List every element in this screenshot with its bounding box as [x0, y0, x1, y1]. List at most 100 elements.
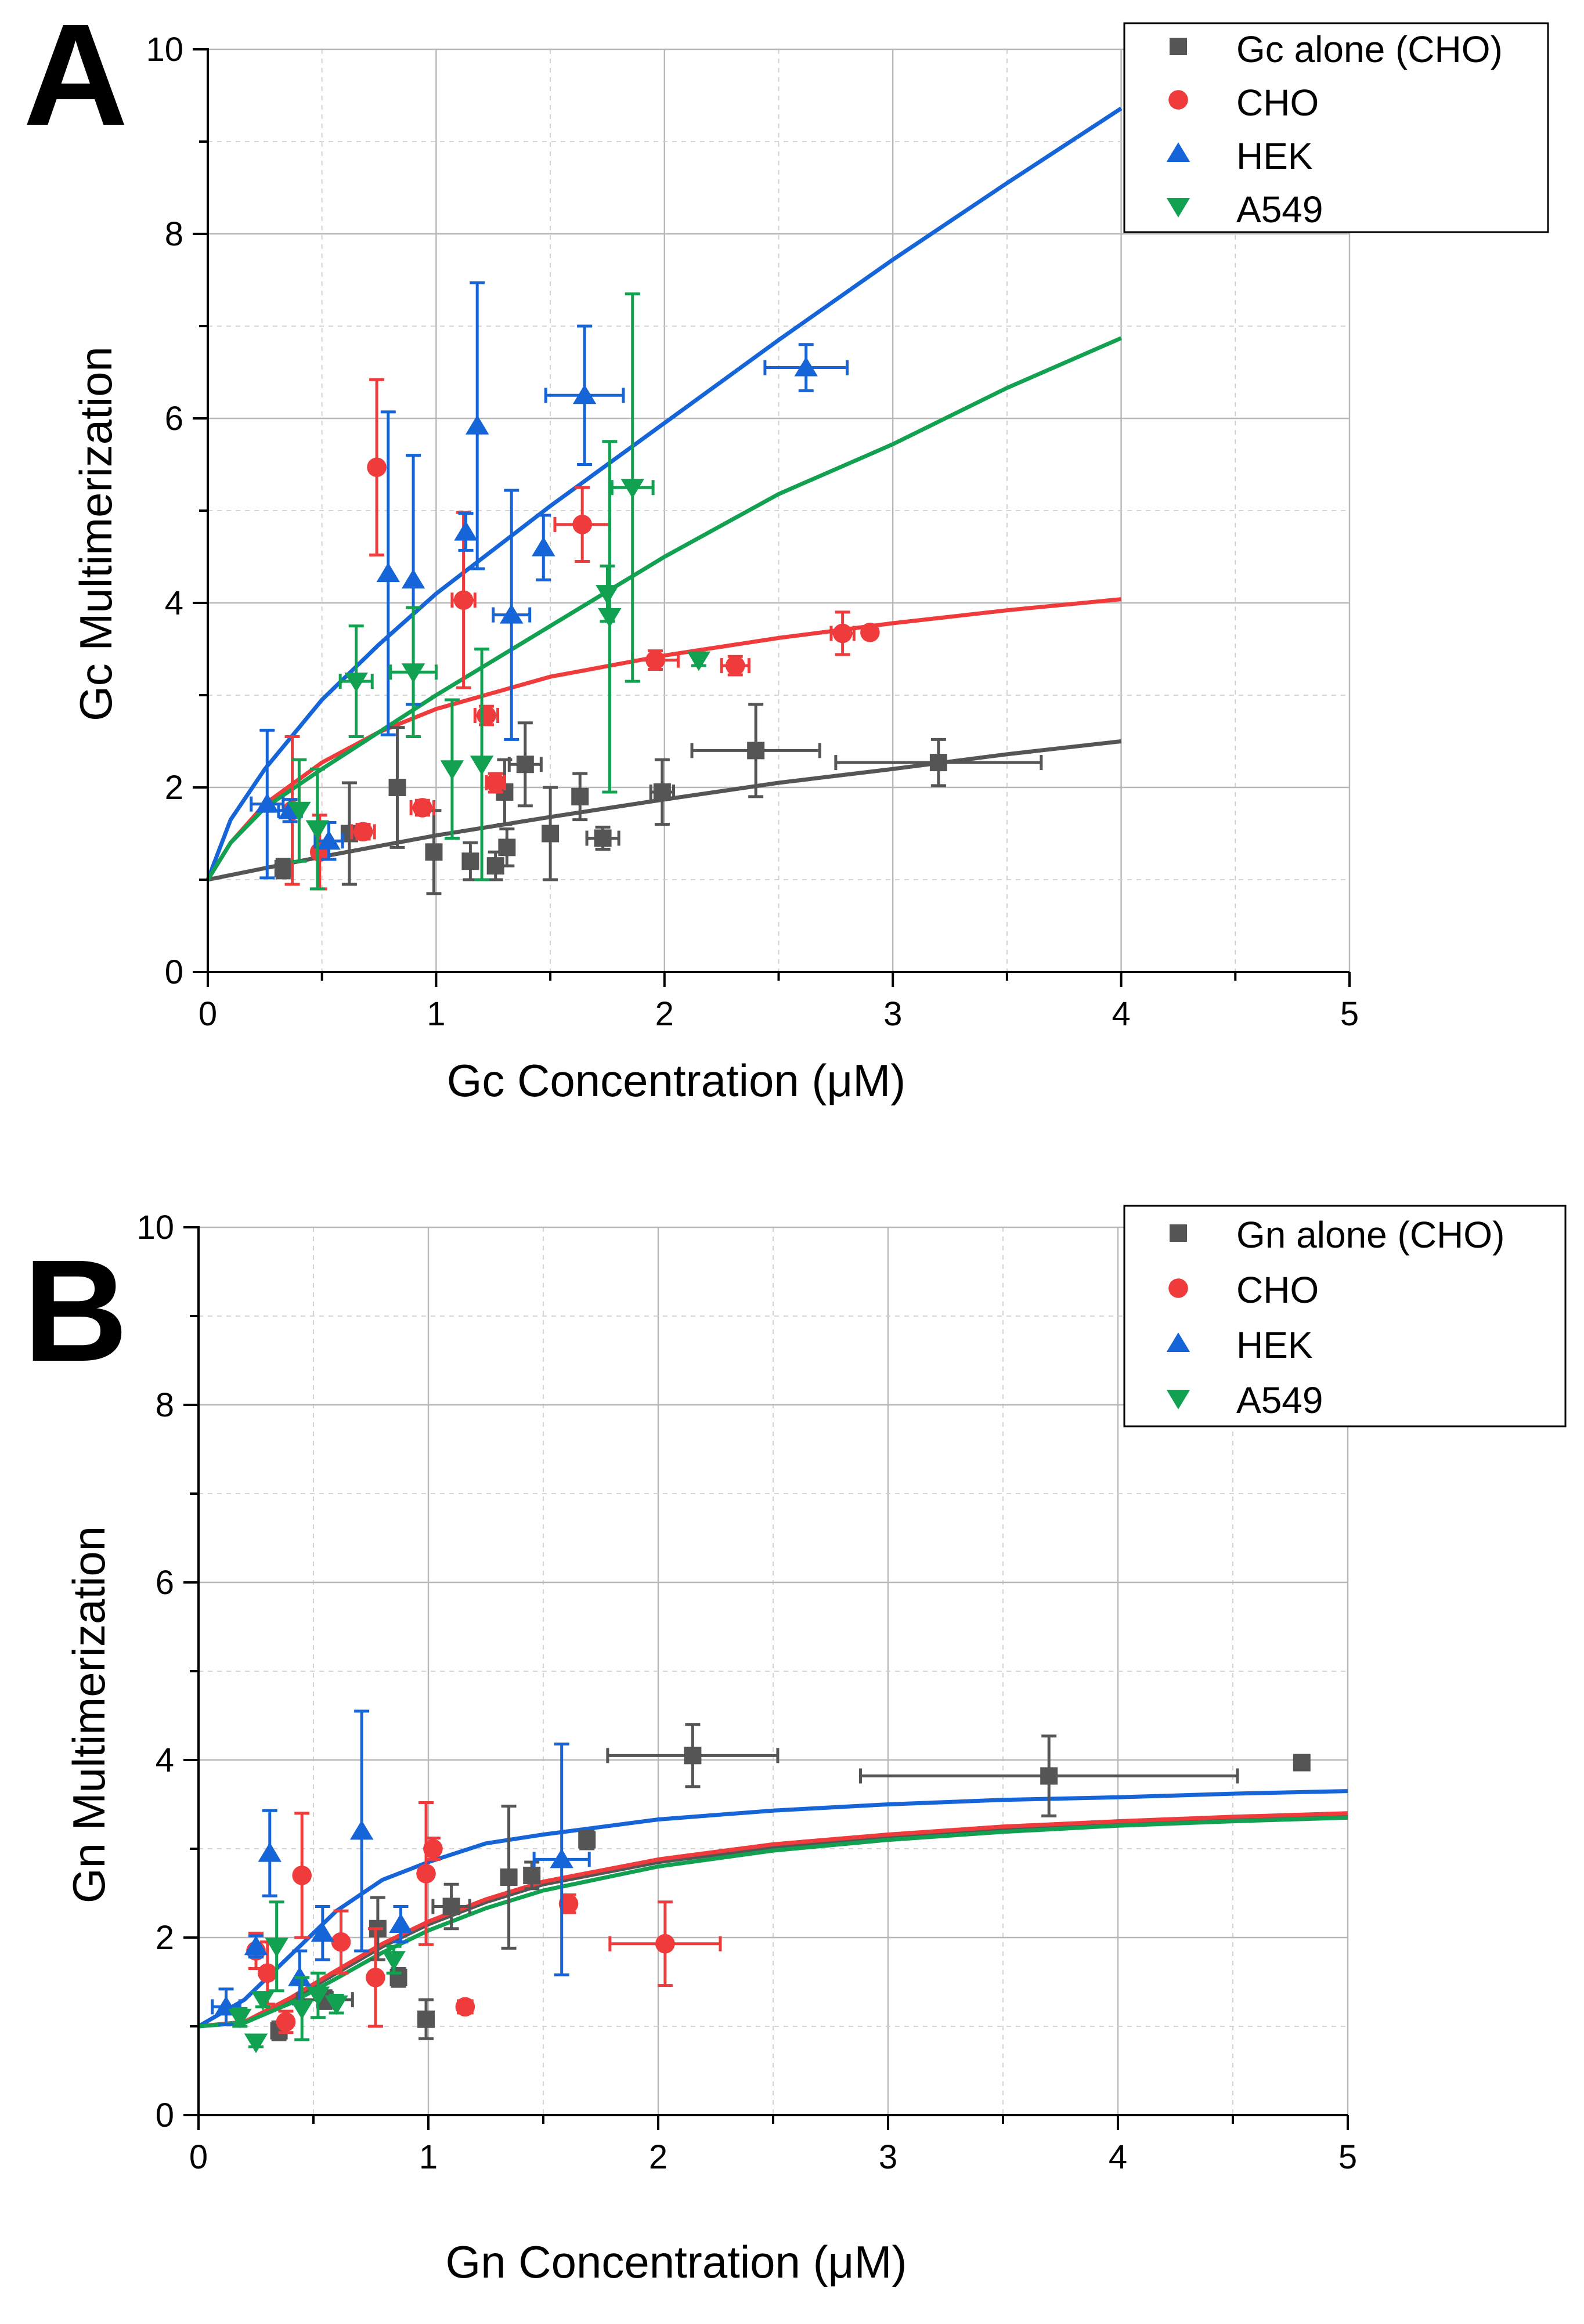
- panel-a-y-axis-title: Gc Multimerization: [70, 346, 121, 721]
- panel-a-x-tick-label: 2: [655, 995, 674, 1033]
- panel-a-data-point-circle: [572, 515, 592, 534]
- panel-a-data-point-square: [274, 859, 292, 877]
- panel-a: A 0 1 2 3 4 5 0 2 4 6 8 10 Gc Concentration (μM) Gc…: [23, 0, 1549, 1106]
- panel-a-legend-marker-circle: [1168, 90, 1188, 110]
- panel-a-data-point-triangle-down: [620, 479, 644, 498]
- panel-b-y-tick-label: 4: [156, 1741, 174, 1779]
- panel-a-data-point-square: [929, 754, 947, 772]
- panel-b-data-point-circle: [558, 1894, 579, 1914]
- panel-b-data-point-circle: [655, 1933, 675, 1954]
- panel-a-x-tick-label: 5: [1340, 995, 1359, 1033]
- panel-b-x-axis-title: Gn Concentration (μM): [446, 2236, 907, 2287]
- panel-b-data-point-triangle-down: [306, 1986, 330, 2007]
- panel-a-data-point-triangle-down: [287, 801, 311, 822]
- panel-a-data-point-square: [425, 843, 443, 861]
- panel-a-data-point-circle: [477, 706, 496, 725]
- panel-b-data-point-circle: [423, 1839, 443, 1859]
- panel-a-data-point-circle: [412, 798, 432, 818]
- panel-b-data-point-triangle-up: [258, 1842, 282, 1862]
- panel-b-data-point-square: [1040, 1767, 1058, 1785]
- panel-b-data-point-triangle-down: [228, 2008, 252, 2029]
- panel-b-data-point-triangle-up: [311, 1922, 335, 1942]
- panel-a-data-point-circle: [832, 623, 853, 644]
- panel-b-legend-label: Gn alone (CHO): [1236, 1214, 1504, 1256]
- panel-a-legend-label: A549: [1236, 189, 1323, 230]
- panel-b-legend-label: A549: [1236, 1379, 1323, 1421]
- panel-b-data-point-square: [684, 1747, 702, 1765]
- panel-b-x-tick-label: 3: [879, 2138, 897, 2176]
- panel-a-data-point-square: [571, 787, 589, 805]
- panel-a-data-point-triangle-up: [255, 793, 279, 813]
- panel-a-data-point-square: [653, 783, 671, 801]
- panel-b-y-tick-label: 6: [156, 1564, 174, 1602]
- panel-a-data-point-triangle-up: [794, 356, 818, 377]
- panel-b-data-point-triangle-down: [251, 1991, 275, 2011]
- panel-b-data-point-circle: [258, 1963, 277, 1983]
- panel-b-x-tick-label: 2: [649, 2138, 667, 2176]
- panel-a-data-point-square: [461, 852, 479, 870]
- panel-b-data-point-circle: [416, 1864, 436, 1884]
- panel-b-data-point-circle: [366, 1968, 385, 1987]
- panel-a-data-point-circle: [645, 650, 665, 670]
- panel-b-fit-line-triangle-down: [198, 1815, 1348, 2029]
- panel-b-legend-marker-square: [1170, 1224, 1187, 1242]
- panel-a-data-point-triangle-up: [454, 521, 478, 541]
- panel-a-data-point-triangle-up: [572, 384, 597, 404]
- panel-b-legend-label: CHO: [1236, 1269, 1319, 1311]
- panel-b-data-point-square: [417, 2010, 435, 2028]
- panel-b-legend-label: HEK: [1236, 1324, 1313, 1366]
- panel-a-data-point-circle: [453, 590, 474, 610]
- panel-b-data-points: [211, 1709, 1311, 2054]
- panel-b-data-point-triangle-down: [382, 1951, 406, 1971]
- panel-a-data-point-triangle-down: [440, 760, 464, 780]
- panel-a-x-tick-label: 3: [883, 995, 902, 1033]
- panel-b-data-point-circle: [276, 2012, 296, 2032]
- panel-a-y-tick-label: 8: [165, 215, 183, 253]
- panel-a-data-point-square: [542, 825, 560, 843]
- panel-a-data-point-triangle-down: [305, 820, 330, 840]
- panel-a-data-point-triangle-up: [317, 830, 341, 850]
- panel-b-data-point-triangle-up: [244, 1935, 268, 1956]
- panel-b-data-point-triangle-down: [265, 1938, 288, 1958]
- panel-a-data-point-square: [594, 829, 612, 847]
- panel-b-data-point-circle: [331, 1932, 351, 1952]
- panel-b-data-point-square: [578, 1831, 596, 1849]
- panel-a-data-point-circle: [353, 822, 373, 842]
- panel-b-legend-marker-circle: [1168, 1278, 1188, 1298]
- panel-b-y-tick-label: 0: [156, 2097, 174, 2134]
- panel-b-legend-box: [1123, 1205, 1567, 1427]
- panel-a-data-point-square: [388, 779, 406, 796]
- panel-b-x-tick-label: 5: [1338, 2138, 1357, 2176]
- panel-a-legend-label: Gc alone (CHO): [1236, 28, 1503, 70]
- panel-b-axes: 0 1 2 3 4 5 0 2 4 6 8 10: [136, 1209, 1357, 2176]
- panel-a-legend-label: HEK: [1236, 135, 1313, 177]
- panel-a-data-point-circle: [367, 457, 387, 478]
- panel-a-data-point-triangle-down: [470, 756, 494, 775]
- panel-a-data-point-triangle-up: [499, 603, 524, 624]
- panel-a-y-tick-label: 6: [165, 400, 183, 438]
- panel-b-y-tick-label: 2: [156, 1919, 174, 1957]
- panel-b-data-point-square: [1293, 1754, 1311, 1772]
- panel-a-data-point-square: [516, 756, 534, 774]
- panel-b-legend-markers: [1166, 1224, 1190, 1409]
- panel-a-letter: A: [23, 0, 128, 156]
- panel-b-data-point-triangle-down: [324, 1995, 348, 2015]
- panel-a-data-point-triangle-down: [687, 651, 711, 671]
- panel-b-data-point-triangle-up: [389, 1913, 413, 1933]
- panel-a-x-tick-label: 1: [427, 995, 445, 1033]
- panel-a-legend-marker-triangle-up: [1166, 142, 1190, 162]
- panel-a-data-points: [250, 281, 1043, 895]
- panel-b-data-point-triangle-up: [550, 1848, 573, 1868]
- panel-a-legend-markers: [1166, 38, 1190, 218]
- panel-a-data-point-triangle-down: [596, 585, 619, 605]
- panel-a-y-tick-label: 4: [165, 584, 183, 622]
- panel-b-y-axis-title: Gn Multimerization: [63, 1526, 114, 1903]
- panel-a-data-point-circle: [485, 773, 506, 793]
- panel-b-data-point-triangle-up: [349, 1820, 374, 1840]
- panel-a-y-tick-label: 0: [165, 953, 183, 991]
- panel-b-legend-marker-triangle-down: [1166, 1390, 1190, 1409]
- panel-b-data-point-circle: [292, 1866, 312, 1885]
- panel-a-x-axis-title: Gc Concentration (μM): [447, 1055, 906, 1106]
- panel-a-data-point-square: [747, 742, 765, 760]
